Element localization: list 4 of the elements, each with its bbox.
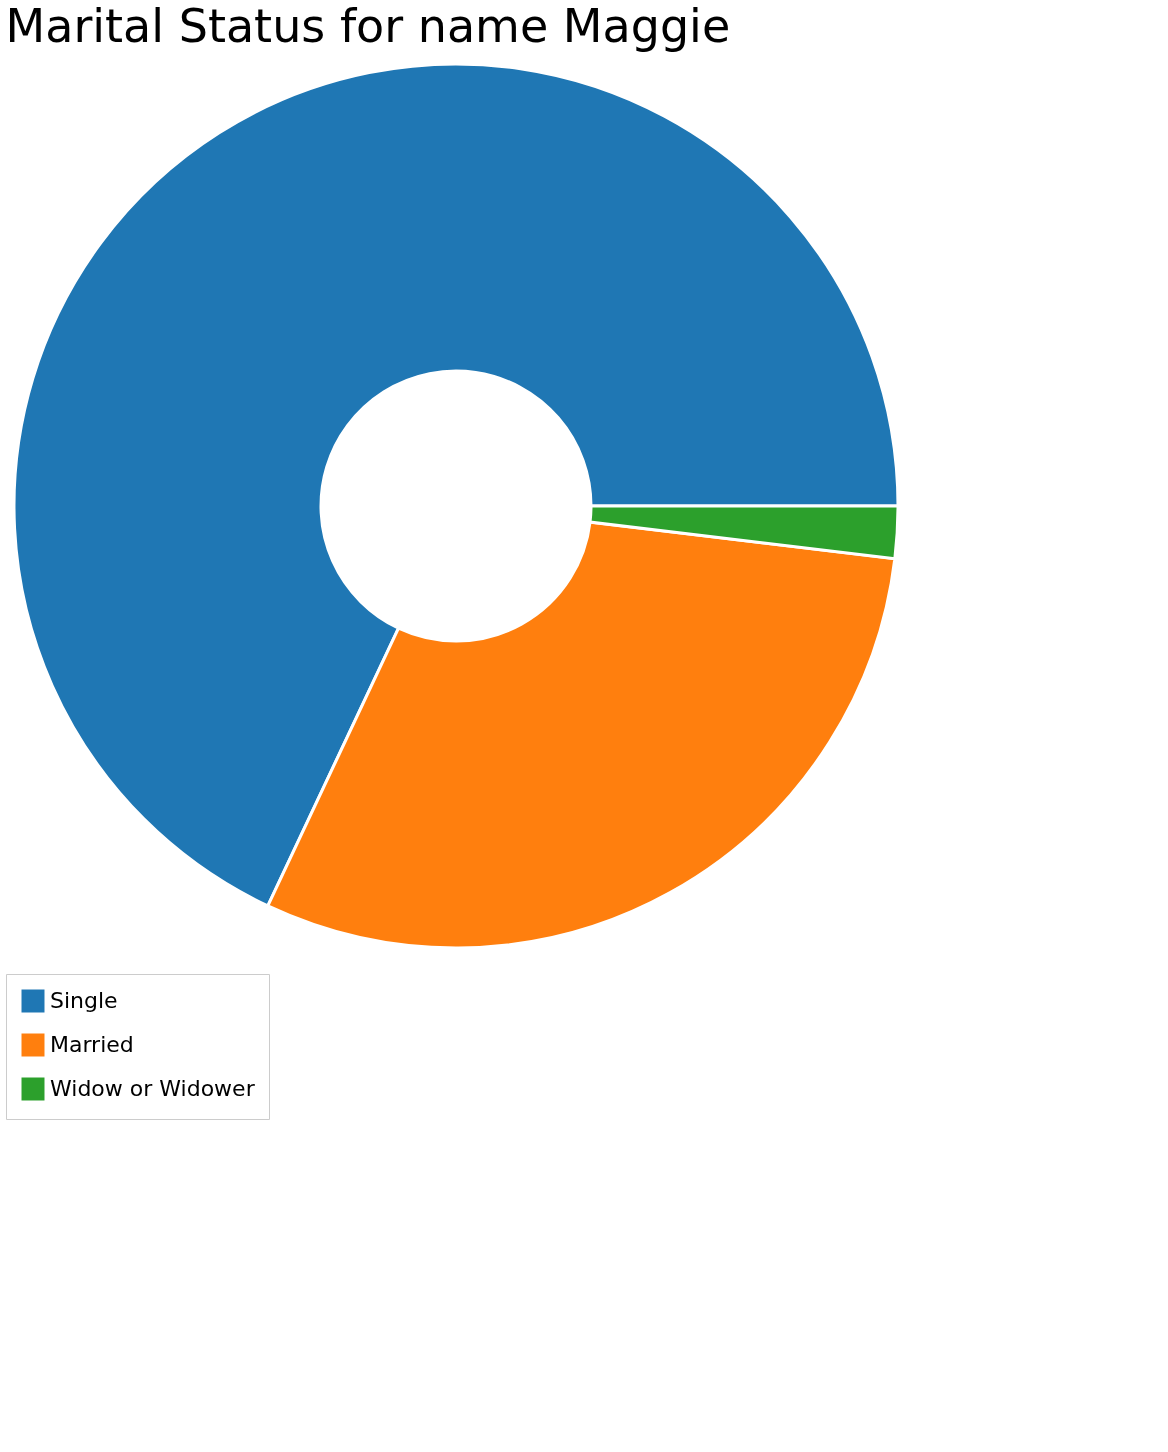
legend-label: Married [50,1032,134,1057]
chart-title: Marital Status for name Maggie [5,0,731,53]
legend-label: Widow or Widower [50,1076,256,1101]
legend-label: Single [50,988,118,1013]
